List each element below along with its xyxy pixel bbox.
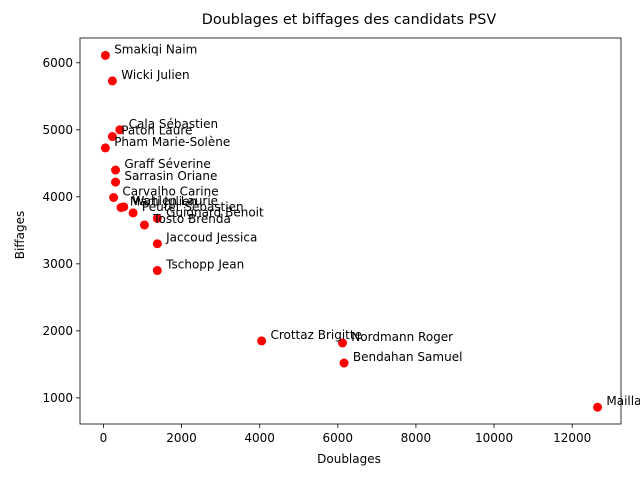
data-point: [339, 358, 349, 368]
data-point-labels: Smakiqi Naim Wicki Julien Cala Sébastien…: [110, 42, 640, 408]
data-point-label: Crottaz Brigitte: [267, 328, 362, 342]
y-tick-label: 5000: [42, 123, 73, 137]
data-point: [115, 125, 125, 135]
data-point-label: Nordmann Roger: [347, 330, 453, 344]
data-point-label: Cala Sébastien: [125, 117, 218, 131]
x-tick-label: 4000: [244, 431, 275, 445]
data-point-label: Peutet Sébastien: [138, 200, 243, 214]
data-point-label: Wicki Julien: [117, 68, 189, 82]
plot-frame: [79, 37, 622, 425]
data-point: [116, 203, 126, 213]
x-tick-label: 0: [100, 431, 108, 445]
data-point-label: Smakiqi Naim: [110, 42, 197, 56]
data-point: [257, 336, 267, 346]
axis-ticks: 0 2000 4000 6000 8000 10000 12000 1000 2000 3000 4…: [42, 56, 591, 445]
data-point-label: Paton Laure: [117, 124, 192, 138]
x-tick-label: 2000: [166, 431, 197, 445]
data-point: [128, 208, 138, 218]
data-points: [100, 50, 603, 412]
data-point: [152, 239, 162, 249]
y-tick-label: 1000: [42, 391, 73, 405]
data-point-label: Jaccoud Jessica: [162, 231, 257, 245]
data-point: [152, 266, 162, 276]
y-axis-label: Biffages: [13, 211, 27, 259]
data-point-label: Marti Julien: [126, 195, 197, 209]
data-point-label: Graff Séverine: [121, 157, 211, 171]
x-tick-label: 8000: [401, 431, 432, 445]
x-axis-label: Doublages: [317, 452, 381, 466]
data-point: [111, 165, 121, 175]
data-point: [107, 132, 117, 142]
data-point: [109, 192, 119, 202]
y-tick-label: 3000: [42, 257, 73, 271]
data-point: [139, 220, 149, 230]
x-tick-label: 12000: [553, 431, 591, 445]
data-point: [152, 213, 162, 223]
x-tick-label: 6000: [323, 431, 354, 445]
y-tick-label: 6000: [42, 56, 73, 70]
data-point: [107, 76, 117, 86]
data-point: [100, 143, 110, 153]
data-point-label: Guignard Benoit: [162, 205, 264, 219]
data-point-label: Bendahan Samuel: [349, 350, 462, 364]
data-point: [111, 177, 121, 187]
data-point-label: Tschopp Jean: [162, 258, 244, 272]
y-tick-label: 2000: [42, 324, 73, 338]
data-point-label: Wahlen Laurie: [129, 194, 218, 208]
data-point: [593, 402, 603, 412]
data-point-label: Sarrasin Oriane: [121, 169, 218, 183]
data-point: [100, 50, 110, 60]
data-point: [337, 338, 347, 348]
data-point-label: Tosto Brenda: [149, 212, 230, 226]
x-tick-label: 10000: [475, 431, 513, 445]
data-point-label: Carvalho Carine: [119, 184, 219, 198]
y-tick-label: 4000: [42, 190, 73, 204]
chart-title: Doublages et biffages des candidats PSV: [202, 12, 497, 28]
data-point-label: Pham Marie-Solène: [110, 135, 230, 149]
